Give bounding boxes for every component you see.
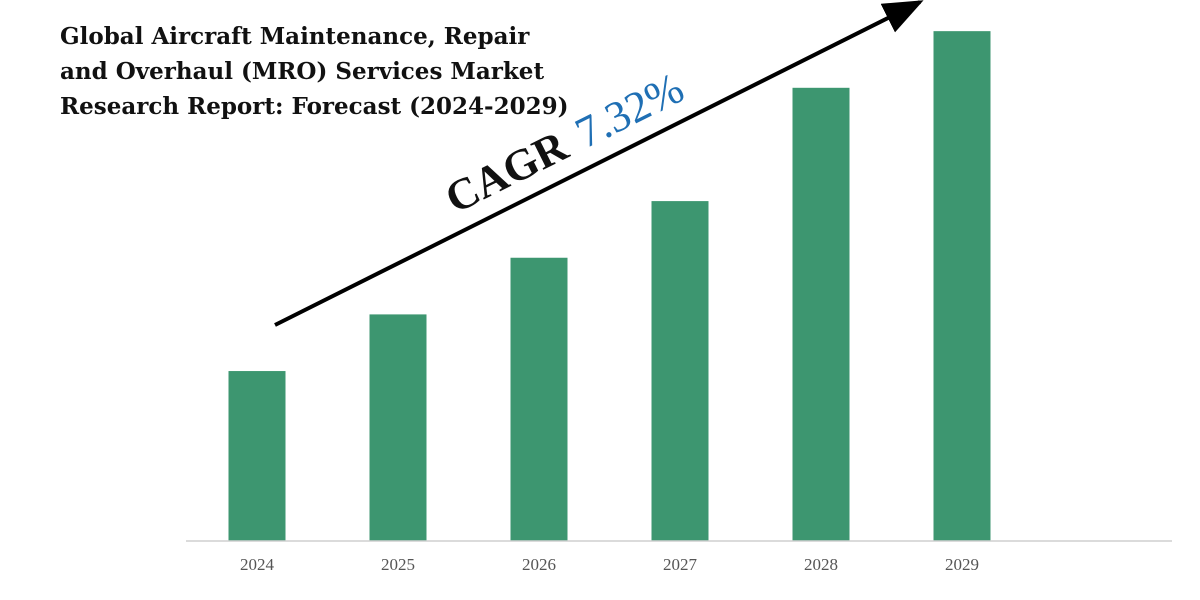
bar-2025	[369, 314, 427, 541]
cagr-trend-arrow	[274, 0, 924, 327]
x-tick-label-2029: 2029	[945, 555, 979, 574]
bar-2029	[933, 31, 991, 542]
bar-2027	[651, 201, 709, 541]
bar-2026	[510, 257, 568, 541]
bar-series	[228, 31, 991, 542]
x-tick-label-2028: 2028	[804, 555, 838, 574]
chart-title-line-1: Global Aircraft Maintenance, Repair	[60, 23, 530, 50]
bar-2024	[228, 371, 286, 541]
x-axis-tick-labels: 2024 2025 2026 2027 2028 2029	[240, 555, 979, 574]
cagr-annotation: CAGR 7.32%	[438, 63, 692, 223]
chart-title-line-3: Research Report: Forecast (2024-2029)	[60, 93, 568, 120]
x-tick-label-2026: 2026	[522, 555, 556, 574]
bar-2028	[792, 87, 850, 542]
x-tick-label-2025: 2025	[381, 555, 415, 574]
x-tick-label-2024: 2024	[240, 555, 275, 574]
x-tick-label-2027: 2027	[663, 555, 698, 574]
chart-title-line-2: and Overhaul (MRO) Services Market	[60, 58, 544, 85]
chart-title: Global Aircraft Maintenance, Repair and …	[60, 23, 568, 120]
cagr-value: 7.32%	[568, 63, 692, 158]
